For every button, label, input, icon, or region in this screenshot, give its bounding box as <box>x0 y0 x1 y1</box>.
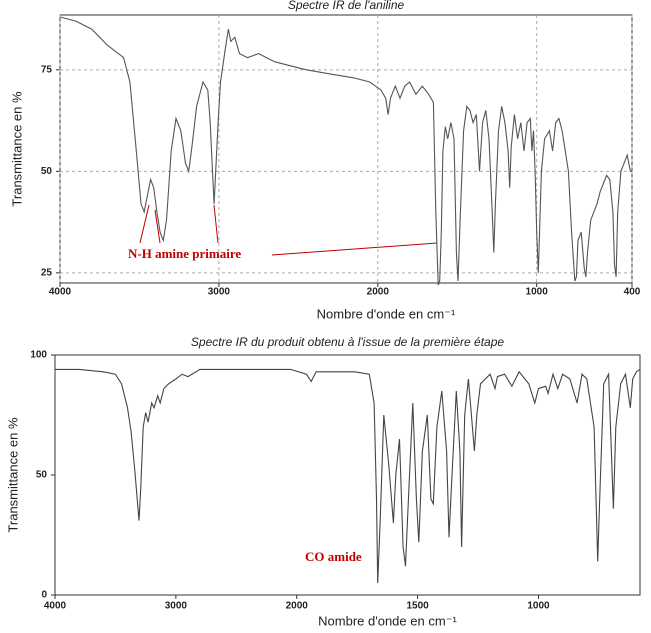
x-tick-label: 4000 <box>44 601 67 612</box>
x-tick-label: 3000 <box>208 287 231 298</box>
chart-title: Spectre IR du produit obtenu à l'issue d… <box>191 335 504 349</box>
annotation: N-H amine primaire <box>128 246 241 261</box>
y-axis-label: Transmittance en % <box>9 91 24 207</box>
x-tick-label: 1000 <box>527 601 550 612</box>
spectrum-line <box>55 368 641 584</box>
annotation: CO amide <box>305 549 362 564</box>
y-tick-label: 25 <box>41 267 53 278</box>
y-tick-label: 50 <box>36 470 48 481</box>
x-tick-label: 1000 <box>526 287 549 298</box>
annotation-leaders <box>139 204 438 256</box>
x-tick-label: 1500 <box>406 601 429 612</box>
x-tick-label: 400 <box>624 287 641 298</box>
x-axis-label: Nombre d'onde en cm⁻¹ <box>318 613 457 628</box>
x-tick-label: 4000 <box>49 287 72 298</box>
x-tick-label: 3000 <box>165 601 188 612</box>
y-tick-label: 50 <box>41 166 53 177</box>
plot-frame <box>59 14 633 284</box>
y-tick-label: 100 <box>30 350 47 361</box>
x-axis-label: Nombre d'onde en cm⁻¹ <box>317 306 456 321</box>
x-tick-label: 2000 <box>286 601 309 612</box>
y-tick-label: 0 <box>41 590 47 601</box>
x-tick-label: 2000 <box>367 287 390 298</box>
spectrum-line <box>59 16 632 286</box>
y-tick-label: 75 <box>41 64 53 75</box>
y-axis-label: Transmittance en % <box>5 417 20 533</box>
chart-title: Spectre IR de l'aniline <box>288 0 405 12</box>
